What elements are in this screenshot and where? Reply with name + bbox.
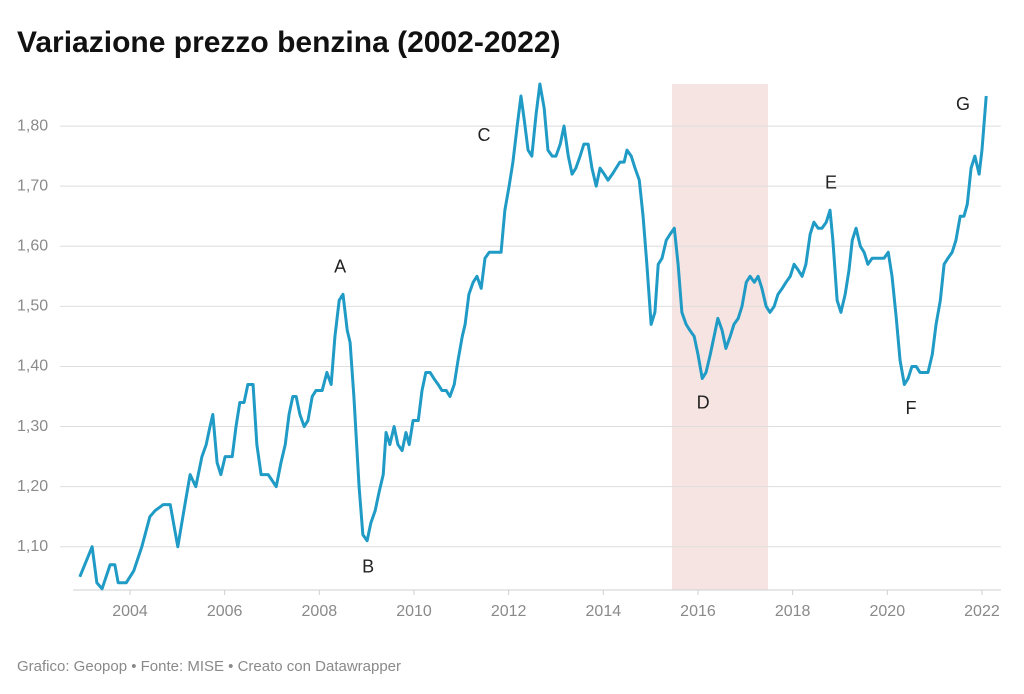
y-tick-label: 1,70 [17, 177, 48, 194]
y-tick-label: 1,50 [17, 298, 48, 315]
y-tick-label: 1,60 [17, 237, 48, 254]
y-tick-label: 1,40 [17, 358, 48, 375]
annotation: F [905, 398, 916, 418]
y-tick-label: 1,20 [17, 478, 48, 495]
x-tick-label: 2014 [586, 603, 622, 620]
annotation: B [362, 557, 374, 577]
x-tick-label: 2012 [491, 603, 527, 620]
annotation: E [825, 173, 837, 193]
x-tick-label: 2008 [302, 603, 338, 620]
y-tick-label: 1,30 [17, 418, 48, 435]
annotation: A [334, 257, 346, 277]
annotation: G [956, 94, 970, 114]
y-tick-label: 1,10 [17, 538, 48, 555]
chart-title: Variazione prezzo benzina (2002-2022) [17, 26, 561, 59]
x-tick-label: 2006 [207, 603, 243, 620]
highlight-band [671, 84, 769, 590]
annotation: D [697, 392, 710, 412]
x-tick-label: 2020 [870, 603, 906, 620]
x-tick-label: 2004 [112, 603, 148, 620]
price-line [78, 82, 988, 591]
y-tick-label: 1,80 [17, 117, 48, 134]
x-tick-label: 2010 [396, 603, 432, 620]
annotation: C [478, 125, 491, 145]
footer: Grafico: Geopop • Fonte: MISE • Creato c… [17, 658, 401, 675]
x-tick-label: 2016 [680, 603, 716, 620]
x-tick-label: 2022 [964, 603, 1000, 620]
x-tick-label: 2018 [775, 603, 811, 620]
